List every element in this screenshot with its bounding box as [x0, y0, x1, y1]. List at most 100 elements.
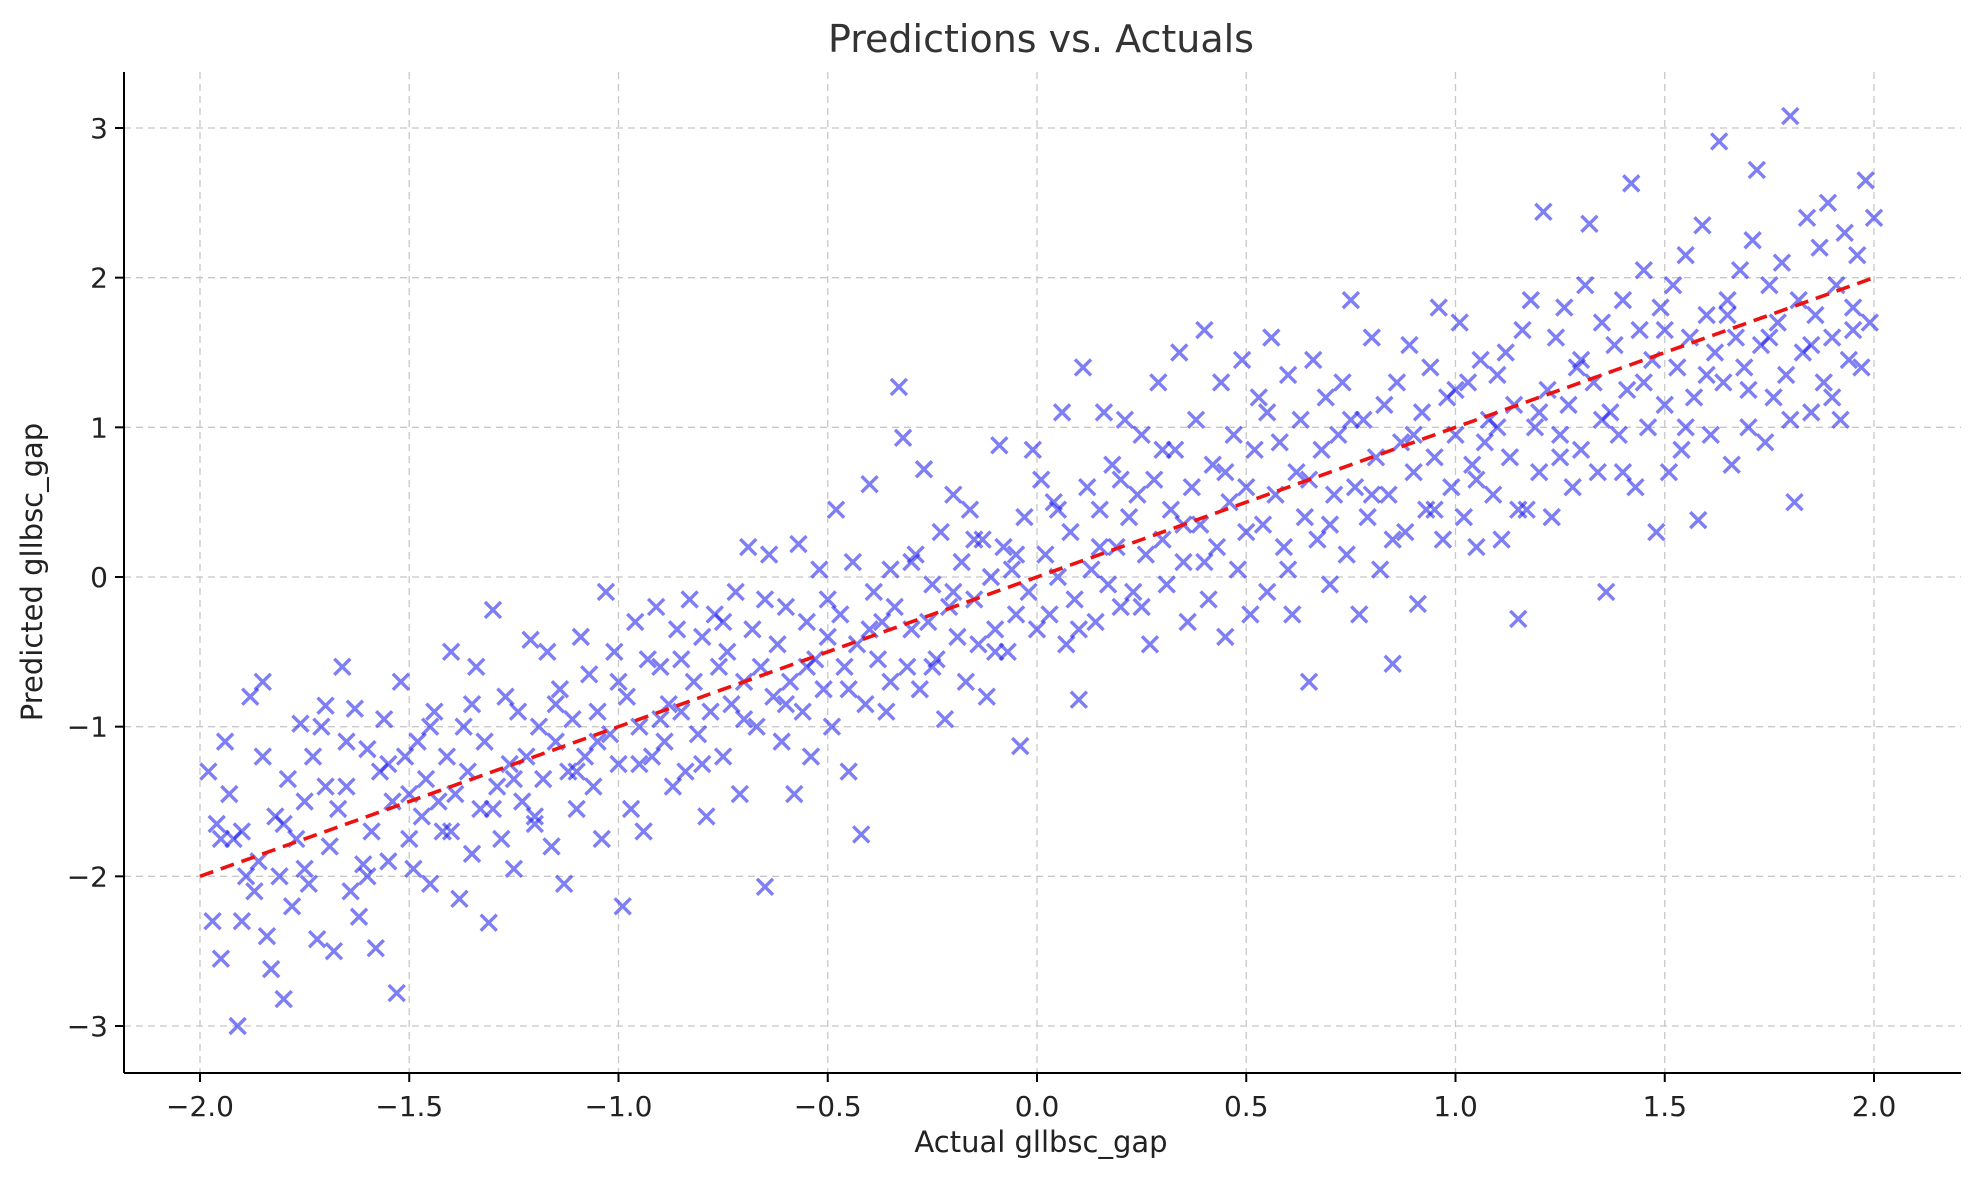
data-point	[433, 822, 452, 841]
data-point	[580, 665, 599, 684]
data-point	[1831, 410, 1850, 430]
data-point	[847, 635, 867, 654]
x-tick-label: 1.0	[1433, 1090, 1478, 1123]
data-point	[1802, 335, 1821, 355]
data-point	[475, 732, 494, 751]
data-point	[257, 926, 277, 946]
data-point	[1149, 373, 1168, 392]
data-point	[274, 989, 293, 1009]
data-point	[1509, 609, 1528, 629]
data-point	[1291, 410, 1310, 430]
data-point	[215, 732, 235, 751]
data-point	[1655, 395, 1674, 415]
data-point	[1672, 440, 1691, 459]
data-point	[1061, 522, 1080, 542]
data-point	[299, 874, 319, 894]
x-tick-label: 0.5	[1224, 1090, 1269, 1123]
data-point	[1387, 373, 1407, 392]
data-point	[1467, 537, 1486, 557]
data-point	[1241, 605, 1260, 624]
data-point	[320, 837, 339, 856]
data-point	[1555, 298, 1574, 317]
data-point	[533, 769, 553, 789]
data-point	[496, 687, 515, 706]
data-point	[199, 762, 218, 781]
data-point	[1333, 373, 1352, 392]
data-point	[1588, 463, 1607, 482]
data-point	[918, 612, 938, 632]
data-point	[1329, 425, 1348, 445]
data-point	[253, 672, 272, 691]
data-point	[508, 702, 528, 721]
data-point	[1245, 440, 1264, 459]
data-point	[203, 912, 222, 931]
data-point	[1308, 530, 1327, 549]
data-point	[1090, 500, 1109, 519]
data-point	[793, 702, 812, 721]
y-tick-label: −1	[67, 711, 108, 744]
data-point	[538, 642, 557, 662]
data-point	[1170, 343, 1189, 362]
data-point	[412, 807, 432, 826]
data-point	[307, 929, 327, 949]
data-point	[408, 732, 427, 751]
data-point	[985, 620, 1005, 639]
data-point	[1743, 231, 1762, 250]
data-point	[483, 600, 503, 620]
data-point	[521, 630, 540, 650]
data-point	[646, 597, 666, 617]
data-point	[525, 814, 545, 834]
data-point	[1216, 463, 1235, 482]
data-point	[1818, 193, 1838, 213]
data-point	[1090, 537, 1109, 557]
data-point	[688, 724, 708, 744]
data-point	[1161, 500, 1181, 519]
data-point	[1634, 260, 1654, 280]
data-point	[843, 552, 863, 572]
data-point	[1287, 463, 1306, 482]
data-point	[1735, 358, 1754, 377]
data-point	[1036, 545, 1055, 564]
data-point	[1546, 328, 1566, 347]
y-tick-label: 2	[90, 262, 108, 295]
data-point	[441, 642, 461, 662]
data-point	[1429, 298, 1448, 317]
data-point	[316, 696, 335, 715]
data-point	[1458, 373, 1478, 392]
data-point	[1304, 350, 1323, 370]
data-point	[1078, 477, 1097, 497]
data-point	[211, 949, 231, 968]
data-point	[952, 552, 971, 572]
data-point	[1563, 477, 1582, 497]
data-point	[651, 657, 670, 677]
data-point	[1709, 132, 1729, 151]
data-point	[1655, 320, 1674, 340]
data-point	[1538, 380, 1557, 400]
data-point	[559, 762, 578, 781]
data-point	[1483, 485, 1503, 504]
data-point	[1124, 582, 1143, 602]
data-point	[1647, 522, 1666, 542]
data-point	[743, 620, 762, 639]
data-point	[1509, 500, 1528, 519]
data-point	[596, 582, 616, 602]
data-point	[1843, 320, 1863, 340]
data-point	[713, 747, 733, 766]
data-point	[638, 650, 657, 669]
data-point	[504, 769, 524, 789]
data-point	[1157, 575, 1176, 594]
data-point	[404, 859, 423, 879]
data-point	[1492, 530, 1511, 549]
data-point	[1057, 635, 1076, 654]
data-point	[1421, 358, 1440, 377]
data-point	[956, 672, 976, 691]
data-point	[1802, 403, 1821, 422]
data-point	[500, 754, 519, 774]
data-point	[994, 537, 1013, 557]
data-point	[810, 560, 829, 579]
data-point	[797, 612, 817, 632]
data-point	[734, 709, 754, 729]
data-point	[529, 717, 549, 736]
data-point	[1806, 305, 1825, 325]
data-point	[1048, 500, 1068, 519]
